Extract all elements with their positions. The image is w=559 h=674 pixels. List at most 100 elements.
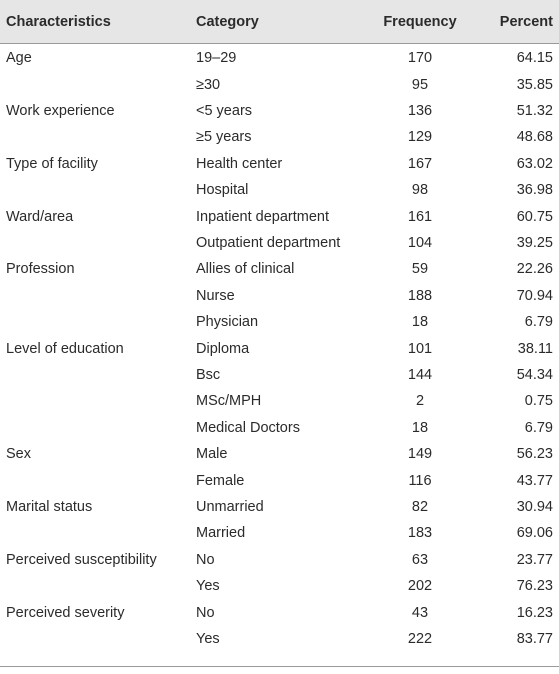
frequency-cell: 101 [407,340,433,357]
header-row: Characteristics Category Frequency Percent [0,0,559,44]
percent-cell: 64.15 [516,50,553,67]
frequency-cell: 104 [407,234,433,251]
frequency-cell: 149 [407,446,433,463]
table-row: ≥30 95 35.85 [0,71,559,97]
table-row: Ward/area Inpatient department 161 60.75 [0,203,559,229]
category-cell: MSc/MPH [196,393,262,410]
characteristic-cell: Type of facility [6,155,98,172]
table-row: MSc/MPH 2 0.75 [0,388,559,414]
percent-cell: 76.23 [516,578,553,595]
table-row: Nurse 188 70.94 [0,283,559,309]
characteristic-cell: Profession [6,261,75,278]
frequency-cell: 63 [411,551,429,568]
frequency-cell: 183 [407,525,433,542]
frequency-cell: 167 [407,155,433,172]
category-cell: Allies of clinical [196,261,295,278]
table-row: Work experience <5 years 136 51.32 [0,98,559,124]
percent-cell: 48.68 [516,129,553,146]
percent-cell: 56.23 [516,446,553,463]
frequency-cell: 82 [411,498,429,515]
percent-cell: 69.06 [516,525,553,542]
frequency-cell: 202 [407,578,433,595]
frequency-cell: 188 [407,287,433,304]
category-cell: Health center [196,155,283,172]
table-row: Sex Male 149 56.23 [0,441,559,467]
percent-cell: 36.98 [516,182,553,199]
category-cell: No [196,604,215,621]
table-row: Level of education Diploma 101 38.11 [0,335,559,361]
table-row: Perceived susceptibility No 63 23.77 [0,547,559,573]
category-cell: No [196,551,215,568]
percent-cell: 6.79 [524,314,553,331]
percent-cell: 60.75 [516,208,553,225]
frequency-cell: 170 [407,50,433,67]
category-cell: Inpatient department [196,208,330,225]
frequency-cell: 222 [407,630,433,647]
frequency-cell: 161 [407,208,433,225]
percent-cell: 38.11 [517,340,553,357]
header-cell: Percent [499,13,553,30]
table-row: Marital status Unmarried 82 30.94 [0,494,559,520]
category-cell: Nurse [196,287,235,304]
category-cell: Bsc [196,366,221,383]
category-cell: Outpatient department [196,234,341,251]
table-rule [0,666,559,667]
characteristic-cell: Perceived susceptibility [6,551,157,568]
frequency-cell: 59 [411,261,429,278]
percent-cell: 30.94 [516,498,553,515]
percent-cell: 0.75 [524,393,553,410]
table-row: Physician 18 6.79 [0,309,559,335]
category-cell: 19–29 [196,50,237,67]
table-row: ≥5 years 129 48.68 [0,124,559,150]
category-cell: Diploma [196,340,250,357]
category-cell: Yes [196,630,220,647]
frequency-cell: 129 [407,129,433,146]
table-row: Yes 202 76.23 [0,573,559,599]
frequency-cell: 18 [411,419,429,436]
table-row: Married 183 69.06 [0,520,559,546]
percent-cell: 23.77 [516,551,553,568]
category-cell: Medical Doctors [196,419,300,436]
table-row: Medical Doctors 18 6.79 [0,415,559,441]
percent-cell: 63.02 [516,155,553,172]
characteristic-cell: Work experience [6,102,115,119]
table-row: Bsc 144 54.34 [0,362,559,388]
category-cell: Married [196,525,246,542]
characteristic-cell: Perceived severity [6,604,125,621]
percent-cell: 16.23 [516,604,553,621]
characteristic-cell: Age [6,50,32,67]
percent-cell: 51.32 [516,102,553,119]
frequency-cell: 43 [411,604,429,621]
category-cell: Unmarried [196,498,264,515]
frequency-cell: 144 [407,366,433,383]
characteristic-cell: Sex [6,446,31,463]
table-row: Female 116 43.77 [0,467,559,493]
percent-cell: 43.77 [516,472,553,489]
characteristic-cell: Ward/area [6,208,74,225]
characteristic-cell: Level of education [6,340,124,357]
category-cell: Hospital [196,182,249,199]
percent-cell: 6.79 [524,419,553,436]
percent-cell: 35.85 [516,76,553,93]
table-row: Yes 222 83.77 [0,626,559,652]
percent-cell: 22.26 [516,261,553,278]
frequency-cell: 2 [415,393,425,410]
table-row: Profession Allies of clinical 59 22.26 [0,256,559,282]
header-cell: Category [196,13,259,30]
category-cell: Physician [196,314,259,331]
frequency-cell: 136 [407,102,433,119]
table-row: Perceived severity No 43 16.23 [0,599,559,625]
header-cell: Characteristics [6,13,111,30]
category-cell: <5 years [196,102,253,119]
category-cell: Female [196,472,245,489]
percent-cell: 70.94 [516,287,553,304]
characteristic-cell: Marital status [6,498,93,515]
category-cell: ≥5 years [196,129,252,146]
table-row: Type of facility Health center 167 63.02 [0,151,559,177]
category-cell: ≥30 [196,76,221,93]
category-cell: Yes [196,578,220,595]
header-cell: Frequency [383,13,457,30]
percent-cell: 39.25 [516,234,553,251]
